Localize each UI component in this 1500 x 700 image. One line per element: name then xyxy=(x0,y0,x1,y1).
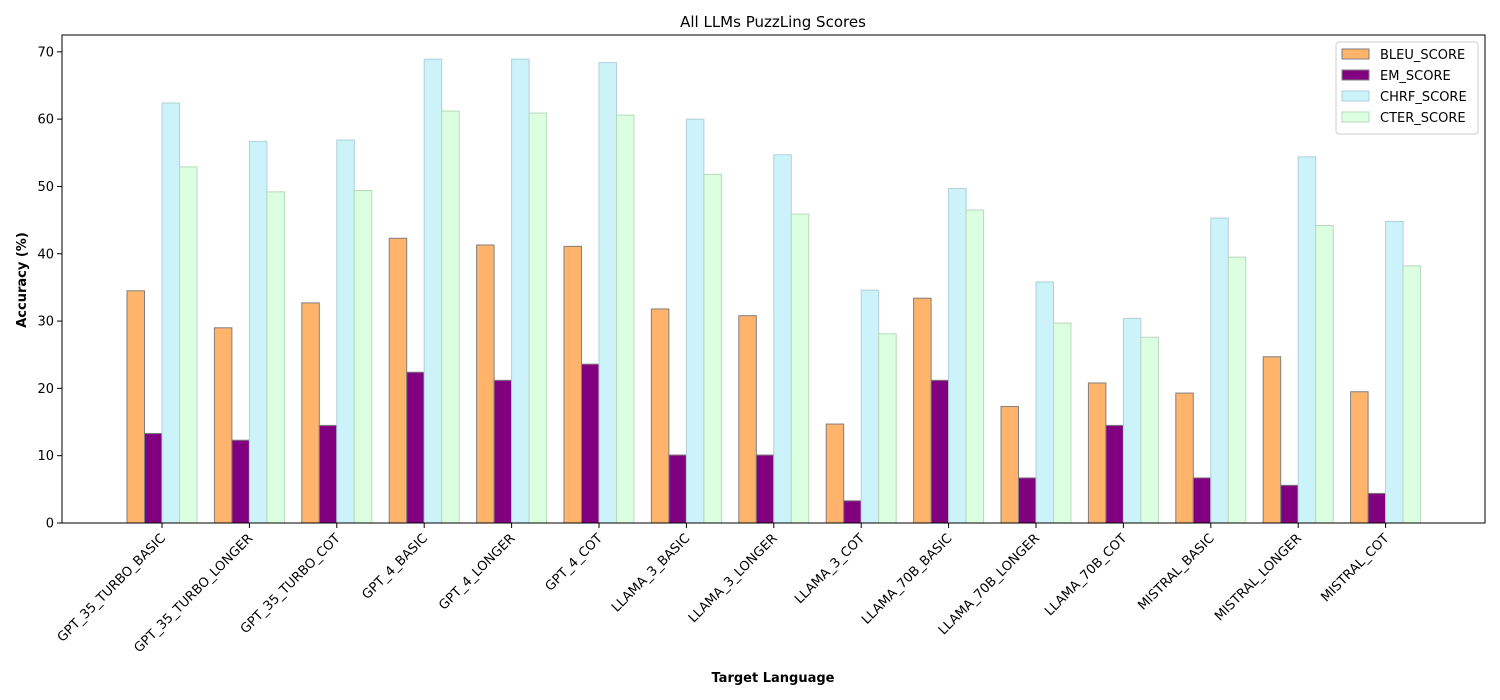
x-tick-label: LLAMA_3_COT xyxy=(792,531,868,607)
bar-cter-score-13 xyxy=(1315,224,1334,524)
bars-layer xyxy=(126,58,1422,524)
bar-em-score-4 xyxy=(493,379,513,524)
x-tick-label: LLAMA_70B_LONGER xyxy=(936,531,1043,638)
bar-bleu-score-7 xyxy=(738,315,757,524)
x-tick-label: MISTRAL_BASIC xyxy=(1135,531,1217,613)
bar-cter-score-4 xyxy=(528,112,548,524)
bar-bleu-score-6 xyxy=(650,308,670,524)
bar-em-score-6 xyxy=(668,454,687,524)
legend-swatch xyxy=(1341,69,1370,81)
chart-title: All LLMs PuzzLing Scores xyxy=(680,13,866,31)
bar-bleu-score-3 xyxy=(388,237,408,524)
bar-cter-score-5 xyxy=(616,114,635,524)
legend-label: CHRF_SCORE xyxy=(1380,90,1467,105)
x-tick-label: MISTRAL_COT xyxy=(1318,531,1392,605)
bar-cter-score-7 xyxy=(790,213,810,524)
bar-cter-score-10 xyxy=(1053,322,1072,524)
bar-em-score-12 xyxy=(1192,477,1212,524)
legend-label: EM_SCORE xyxy=(1380,69,1451,84)
bar-chrf-score-6 xyxy=(685,118,705,524)
bar-em-score-11 xyxy=(1105,424,1124,524)
x-tick-label: GPT_4_LONGER xyxy=(436,531,518,613)
y-tick-label: 20 xyxy=(37,382,54,397)
x-tick-label: GPT_4_COT xyxy=(543,531,606,594)
x-axis-label: Target Language xyxy=(711,671,834,686)
bar-bleu-score-0 xyxy=(126,290,145,524)
bar-bleu-score-11 xyxy=(1087,382,1107,524)
legend-box xyxy=(1335,41,1479,135)
legend: BLEU_SCORE EM_SCORE CHRF_SCORE CTER_SCORE xyxy=(1335,41,1479,135)
bar-chrf-score-12 xyxy=(1210,217,1229,524)
legend-swatch xyxy=(1341,48,1370,60)
bar-chrf-score-11 xyxy=(1122,317,1142,524)
bar-bleu-score-4 xyxy=(476,244,495,524)
legend-label: CTER_SCORE xyxy=(1380,111,1466,126)
legend-swatch xyxy=(1341,90,1370,102)
bar-chrf-score-10 xyxy=(1035,281,1054,524)
x-tick-label: MISTRAL_LONGER xyxy=(1212,531,1305,624)
bar-cter-score-9 xyxy=(965,209,985,524)
bar-cter-score-14 xyxy=(1402,265,1422,524)
x-tick-label: LLAMA_70B_COT xyxy=(1042,531,1130,619)
x-tick-label: LLAMA_3_BASIC xyxy=(609,531,693,615)
y-tick-label: 30 xyxy=(37,315,54,330)
bar-em-score-14 xyxy=(1367,492,1387,524)
bar-em-score-13 xyxy=(1280,484,1299,524)
x-tick-label: GPT_4_BASIC xyxy=(360,531,431,602)
bar-em-score-8 xyxy=(843,500,862,524)
y-tick-label: 50 xyxy=(37,180,54,195)
bar-bleu-score-10 xyxy=(1000,406,1019,524)
bar-cter-score-12 xyxy=(1227,256,1247,524)
bar-cter-score-2 xyxy=(353,189,373,524)
bar-bleu-score-12 xyxy=(1175,392,1194,524)
y-tick-label: 40 xyxy=(37,247,54,262)
y-tick-label: 10 xyxy=(37,449,54,464)
bar-bleu-score-1 xyxy=(213,327,233,524)
bar-chrf-score-14 xyxy=(1385,220,1404,524)
bar-bleu-score-14 xyxy=(1350,391,1369,524)
bar-bleu-score-9 xyxy=(913,297,932,524)
bar-chrf-score-1 xyxy=(248,140,268,524)
bar-cter-score-6 xyxy=(703,173,722,524)
bar-bleu-score-13 xyxy=(1262,356,1282,524)
y-tick-label: 70 xyxy=(37,45,54,60)
bar-bleu-score-2 xyxy=(301,302,320,524)
y-tick-label: 0 xyxy=(46,517,54,532)
bar-chrf-score-4 xyxy=(511,58,530,524)
bar-cter-score-8 xyxy=(878,333,897,524)
y-axis-label: Accuracy (%) xyxy=(15,232,30,328)
x-tick-label: GPT_35_TURBO_COT xyxy=(238,531,344,637)
bar-em-score-7 xyxy=(755,454,775,524)
x-tick-label: LLAMA_3_LONGER xyxy=(686,531,781,626)
bar-cter-score-11 xyxy=(1140,336,1159,524)
bar-chrf-score-8 xyxy=(860,289,880,524)
x-tick-label: LLAMA_70B_BASIC xyxy=(859,531,955,627)
bar-em-score-2 xyxy=(318,424,338,524)
bar-em-score-1 xyxy=(231,439,250,524)
bar-chrf-score-3 xyxy=(423,58,443,524)
bar-chrf-score-2 xyxy=(336,139,355,524)
bar-em-score-10 xyxy=(1018,477,1037,524)
bar-chrf-score-9 xyxy=(948,187,967,524)
bar-em-score-9 xyxy=(930,379,950,524)
y-tick-label: 60 xyxy=(37,113,54,128)
bar-em-score-0 xyxy=(144,432,163,524)
legend-swatch xyxy=(1341,111,1370,123)
bar-bleu-score-5 xyxy=(563,245,582,524)
bar-em-score-3 xyxy=(406,371,425,524)
bar-chrf-score-7 xyxy=(773,154,792,524)
bar-chrf-score-5 xyxy=(598,62,617,524)
bar-cter-score-3 xyxy=(441,110,460,524)
bar-chrf-score-0 xyxy=(161,102,180,524)
bar-chrf-score-13 xyxy=(1297,156,1317,524)
bar-em-score-5 xyxy=(581,363,600,524)
bar-cter-score-1 xyxy=(266,191,285,524)
bar-bleu-score-8 xyxy=(825,423,845,524)
legend-label: BLEU_SCORE xyxy=(1380,48,1465,63)
bar-cter-score-0 xyxy=(179,166,198,524)
